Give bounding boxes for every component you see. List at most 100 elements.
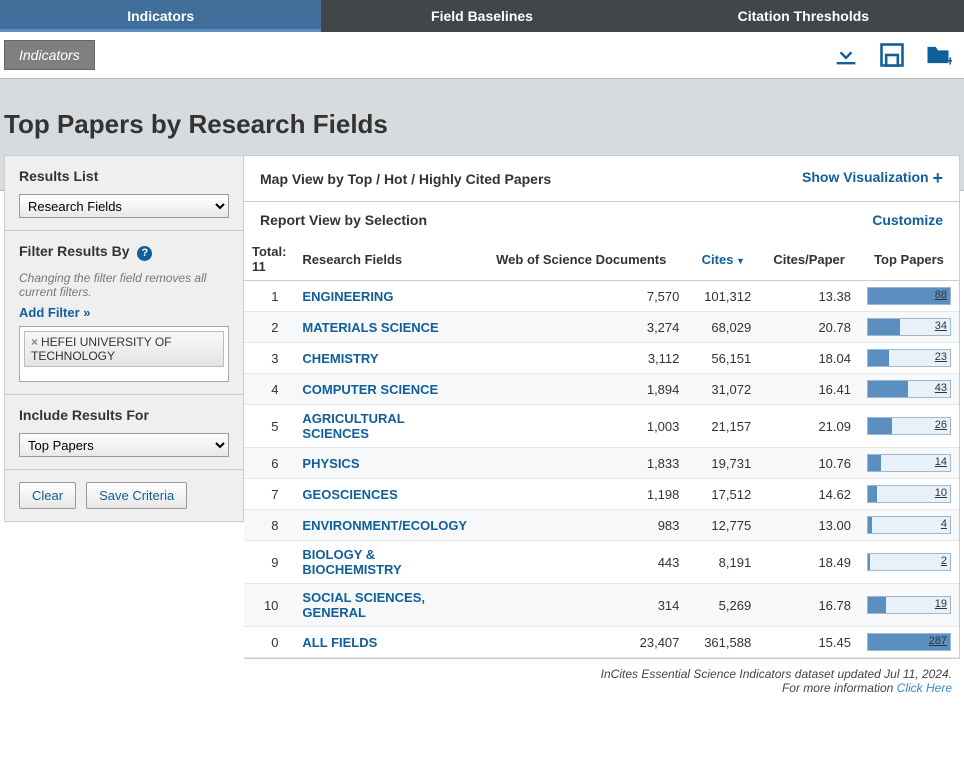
bar-value: 287 — [929, 635, 947, 647]
cell-top-papers[interactable]: 26 — [859, 405, 959, 448]
cell-top-papers[interactable]: 287 — [859, 627, 959, 658]
cell-top-papers[interactable]: 14 — [859, 448, 959, 479]
cell-top-papers[interactable]: 19 — [859, 584, 959, 627]
cell-cpp: 13.00 — [759, 510, 859, 541]
bar-value: 43 — [935, 382, 947, 394]
include-panel: Include Results For Top Papers — [5, 395, 243, 470]
cell-field[interactable]: PHYSICS — [294, 448, 475, 479]
bar-value: 10 — [935, 487, 947, 499]
bar-value: 14 — [935, 456, 947, 468]
button-row: Clear Save Criteria — [5, 470, 243, 521]
add-filter-link[interactable]: Add Filter » — [19, 305, 91, 320]
svg-text:+: + — [946, 53, 952, 69]
cell-cites: 361,588 — [687, 627, 759, 658]
table-row: 6PHYSICS1,83319,73110.7614 — [244, 448, 959, 479]
cell-field[interactable]: CHEMISTRY — [294, 343, 475, 374]
cell-field[interactable]: GEOSCIENCES — [294, 479, 475, 510]
cell-field[interactable]: COMPUTER SCIENCE — [294, 374, 475, 405]
show-visualization-link[interactable]: Show Visualization + — [802, 168, 943, 189]
filter-chip[interactable]: ×HEFEI UNIVERSITY OF TECHNOLOGY — [24, 331, 224, 367]
footer: InCites Essential Science Indicators dat… — [0, 659, 964, 699]
save-criteria-button[interactable]: Save Criteria — [86, 482, 187, 509]
cell-docs: 23,407 — [475, 627, 687, 658]
cell-field[interactable]: BIOLOGY & BIOCHEMISTRY — [294, 541, 475, 584]
col-cites[interactable]: Cites — [687, 238, 759, 281]
cell-rank: 10 — [244, 584, 294, 627]
bar-value: 23 — [935, 351, 947, 363]
cell-docs: 3,274 — [475, 312, 687, 343]
toolbar-icons: + — [832, 41, 952, 69]
bar-value: 2 — [941, 555, 947, 567]
cell-field[interactable]: AGRICULTURAL SCIENCES — [294, 405, 475, 448]
cell-top-papers[interactable]: 34 — [859, 312, 959, 343]
folder-add-icon[interactable]: + — [924, 41, 952, 69]
cell-field[interactable]: ENGINEERING — [294, 281, 475, 312]
bar-chart: 14 — [867, 454, 951, 472]
cell-top-papers[interactable]: 23 — [859, 343, 959, 374]
results-list-select[interactable]: Research Fields — [19, 194, 229, 218]
col-documents[interactable]: Web of Science Documents — [475, 238, 687, 281]
cell-field[interactable]: ENVIRONMENT/ECOLOGY — [294, 510, 475, 541]
bar-chart: 88 — [867, 287, 951, 305]
report-view-row: Report View by Selection Customize — [244, 202, 959, 238]
cell-cpp: 18.04 — [759, 343, 859, 374]
cell-cites: 12,775 — [687, 510, 759, 541]
total-header: Total:11 — [244, 238, 294, 281]
breadcrumb[interactable]: Indicators — [4, 40, 95, 70]
table-row: 10SOCIAL SCIENCES, GENERAL3145,26916.781… — [244, 584, 959, 627]
download-icon[interactable] — [832, 41, 860, 69]
cell-docs: 1,894 — [475, 374, 687, 405]
cell-rank: 5 — [244, 405, 294, 448]
toolbar-row: Indicators + — [0, 32, 964, 78]
footer-info-prefix: For more information — [782, 681, 897, 695]
col-research-fields[interactable]: Research Fields — [294, 238, 475, 281]
col-top-papers[interactable]: Top Papers — [859, 238, 959, 281]
filter-title: Filter Results By ? — [19, 243, 229, 261]
include-select[interactable]: Top Papers — [19, 433, 229, 457]
tab-indicators[interactable]: Indicators — [0, 0, 321, 32]
print-icon[interactable] — [878, 41, 906, 69]
col-cites-per-paper[interactable]: Cites/Paper — [759, 238, 859, 281]
sidebar: Results List Research Fields Filter Resu… — [4, 155, 244, 522]
cell-docs: 1,003 — [475, 405, 687, 448]
table-row: 0ALL FIELDS23,407361,58815.45287 — [244, 627, 959, 658]
filter-panel: Filter Results By ? Changing the filter … — [5, 231, 243, 395]
cell-top-papers[interactable]: 88 — [859, 281, 959, 312]
cell-cites: 19,731 — [687, 448, 759, 479]
bar-chart: 10 — [867, 485, 951, 503]
main-layout: Results List Research Fields Filter Resu… — [0, 155, 964, 659]
cell-field[interactable]: ALL FIELDS — [294, 627, 475, 658]
results-list-panel: Results List Research Fields — [5, 156, 243, 231]
table-row: 4COMPUTER SCIENCE1,89431,07216.4143 — [244, 374, 959, 405]
cell-rank: 2 — [244, 312, 294, 343]
table-row: 1ENGINEERING7,570101,31213.3888 — [244, 281, 959, 312]
customize-link[interactable]: Customize — [872, 212, 943, 228]
bar-value: 19 — [935, 598, 947, 610]
clear-button[interactable]: Clear — [19, 482, 76, 509]
cell-top-papers[interactable]: 43 — [859, 374, 959, 405]
cell-cpp: 10.76 — [759, 448, 859, 479]
bar-chart: 23 — [867, 349, 951, 367]
bar-chart: 34 — [867, 318, 951, 336]
bar-chart: 4 — [867, 516, 951, 534]
cell-rank: 9 — [244, 541, 294, 584]
tab-citation-thresholds[interactable]: Citation Thresholds — [643, 0, 964, 32]
cell-cites: 8,191 — [687, 541, 759, 584]
cell-top-papers[interactable]: 10 — [859, 479, 959, 510]
cell-field[interactable]: SOCIAL SCIENCES, GENERAL — [294, 584, 475, 627]
tab-field-baselines[interactable]: Field Baselines — [321, 0, 642, 32]
table-row: 3CHEMISTRY3,11256,15118.0423 — [244, 343, 959, 374]
help-icon[interactable]: ? — [137, 246, 152, 261]
cell-top-papers[interactable]: 4 — [859, 510, 959, 541]
remove-filter-icon[interactable]: × — [31, 335, 38, 349]
cell-cpp: 13.38 — [759, 281, 859, 312]
cell-cpp: 14.62 — [759, 479, 859, 510]
bar-value: 88 — [935, 289, 947, 301]
cell-docs: 1,198 — [475, 479, 687, 510]
cell-field[interactable]: MATERIALS SCIENCE — [294, 312, 475, 343]
footer-dataset: InCites Essential Science Indicators dat… — [601, 667, 952, 681]
cell-top-papers[interactable]: 2 — [859, 541, 959, 584]
bar-chart: 2 — [867, 553, 951, 571]
footer-click-here-link[interactable]: Click Here — [897, 681, 952, 695]
table-row: 7GEOSCIENCES1,19817,51214.6210 — [244, 479, 959, 510]
